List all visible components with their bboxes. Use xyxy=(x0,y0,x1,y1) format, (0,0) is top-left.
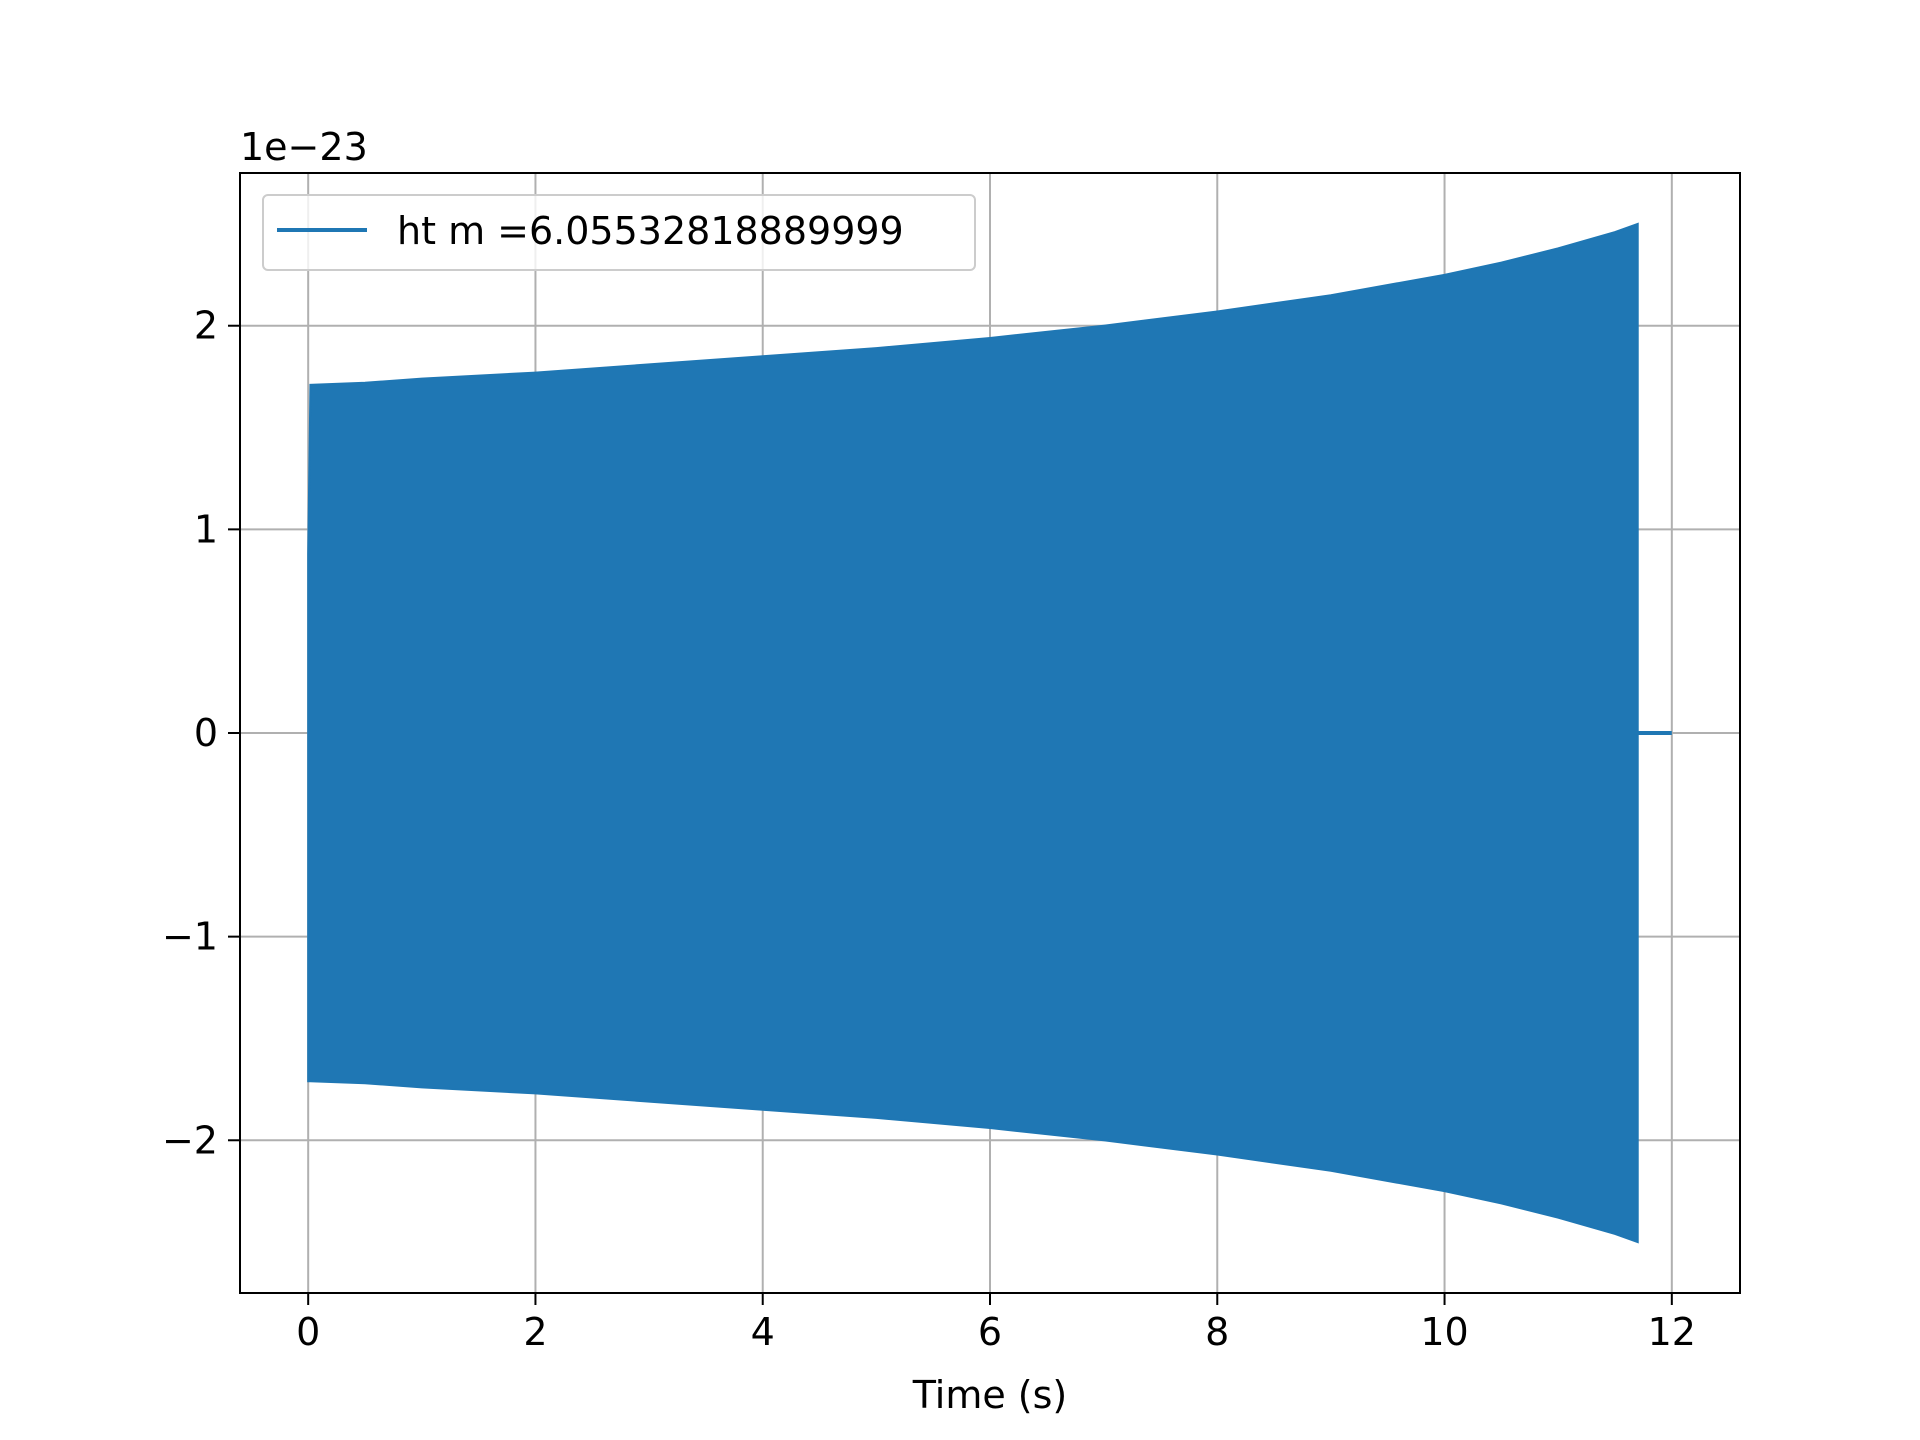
legend-box xyxy=(262,194,976,271)
x-tick-label: 10 xyxy=(1420,1310,1468,1354)
x-tick-label: 6 xyxy=(978,1310,1002,1354)
y-tick-label: −1 xyxy=(162,915,218,959)
x-tick-label: 4 xyxy=(751,1310,775,1354)
legend-label: ht m =6.05532818889999 xyxy=(397,209,904,253)
x-axis-label: Time (s) xyxy=(912,1373,1068,1417)
legend: ht m =6.05532818889999 xyxy=(262,194,976,271)
y-tick-label: 0 xyxy=(194,711,218,755)
series-envelope xyxy=(307,222,1639,1244)
y-offset-label: 1e−23 xyxy=(240,125,368,169)
x-tick-label: 12 xyxy=(1648,1310,1696,1354)
x-tick-label: 0 xyxy=(296,1310,320,1354)
x-tick-label: 8 xyxy=(1205,1310,1229,1354)
y-tick-label: 1 xyxy=(194,507,218,551)
series-area xyxy=(307,222,1672,1244)
x-tick-label: 2 xyxy=(523,1310,547,1354)
y-tick-label: 2 xyxy=(194,304,218,348)
y-tick-label: −2 xyxy=(162,1118,218,1162)
